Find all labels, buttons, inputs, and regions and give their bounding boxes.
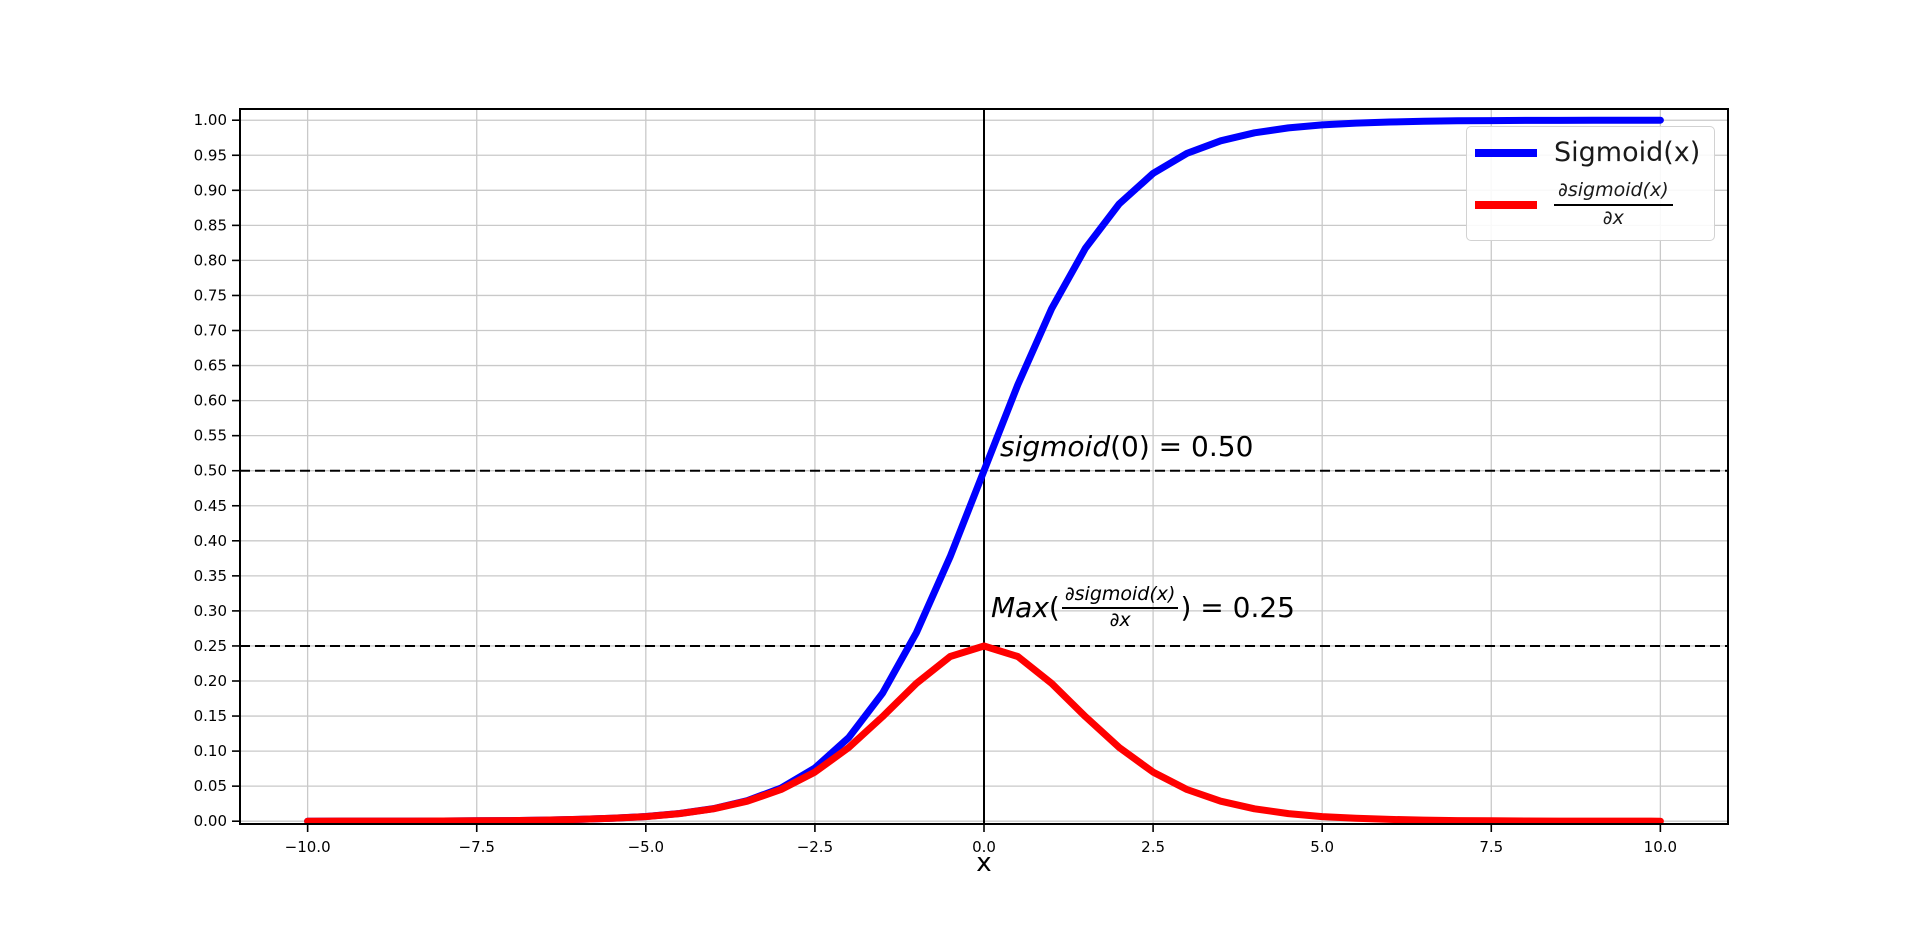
x-tick-label: 10.0 bbox=[1644, 838, 1677, 856]
annotation-open-paren: ( bbox=[1048, 591, 1060, 625]
x-tick-label: 0.0 bbox=[972, 838, 996, 856]
legend-label-sigmoid: Sigmoid(x) bbox=[1554, 137, 1701, 168]
annotation-derivative-fraction: ∂sigmoid(x) ∂x bbox=[1061, 583, 1179, 632]
annotation-fraction-denominator: ∂x bbox=[1109, 608, 1131, 631]
x-tick-label: −7.5 bbox=[459, 838, 495, 856]
legend-derivative-numerator: ∂sigmoid(x) bbox=[1554, 179, 1673, 206]
derivative-curve bbox=[304, 642, 1664, 825]
x-tick-label: −10.0 bbox=[285, 838, 331, 856]
annotation-fraction-numerator: ∂sigmoid(x) bbox=[1061, 583, 1179, 609]
x-tick-label: 7.5 bbox=[1479, 838, 1503, 856]
y-tick-label: 0.60 bbox=[194, 392, 227, 410]
annotation-max-prefix: Max bbox=[991, 591, 1049, 625]
plot-border bbox=[239, 108, 1729, 825]
legend-entry-derivative: ∂sigmoid(x) ∂x bbox=[1475, 179, 1700, 230]
y-tick-label: 1.00 bbox=[194, 111, 227, 129]
y-tick-label: 0.70 bbox=[194, 322, 227, 340]
y-tick-label: 0.85 bbox=[194, 216, 227, 234]
annotation-sigmoid-function-name: sigmoid bbox=[1000, 430, 1111, 463]
y-tick-label: 0.75 bbox=[194, 286, 227, 304]
y-tick-label: 0.40 bbox=[194, 532, 227, 550]
derivative-line-swatch bbox=[1475, 200, 1537, 209]
legend-entry-sigmoid: Sigmoid(x) bbox=[1475, 137, 1700, 168]
y-tick-label: 0.15 bbox=[194, 707, 227, 725]
y-tick-label: 0.25 bbox=[194, 637, 227, 655]
y-tick-label: 0.30 bbox=[194, 602, 227, 620]
y-tick-label: 0.20 bbox=[194, 672, 227, 690]
legend: Sigmoid(x) ∂sigmoid(x) ∂x bbox=[1466, 126, 1716, 241]
y-tick-label: 0.90 bbox=[194, 181, 227, 199]
y-tick-label: 0.45 bbox=[194, 497, 227, 515]
y-tick-label: 0.10 bbox=[194, 742, 227, 760]
annotation-max-value: ) = 0.25 bbox=[1180, 591, 1295, 625]
sigmoid-line-swatch bbox=[1475, 148, 1537, 157]
x-tick-label: −2.5 bbox=[797, 838, 833, 856]
y-tick-label: 0.05 bbox=[194, 777, 227, 795]
y-tick-label: 0.65 bbox=[194, 357, 227, 375]
x-tick-label: 5.0 bbox=[1310, 838, 1334, 856]
y-tick-label: 0.00 bbox=[194, 812, 227, 830]
y-tick-label: 0.95 bbox=[194, 146, 227, 164]
x-tick-label: −5.0 bbox=[628, 838, 664, 856]
x-axis-label: x bbox=[976, 848, 992, 878]
legend-derivative-denominator: ∂x bbox=[1602, 206, 1624, 229]
y-tick-label: 0.35 bbox=[194, 567, 227, 585]
y-tick-label: 0.80 bbox=[194, 251, 227, 269]
x-tick-label: 2.5 bbox=[1141, 838, 1165, 856]
annotation-sigmoid-at-zero: sigmoid (0) = 0.50 bbox=[1000, 430, 1253, 463]
legend-label-derivative: ∂sigmoid(x) ∂x bbox=[1554, 179, 1673, 230]
annotation-max-derivative: Max( ∂sigmoid(x) ∂x ) = 0.25 bbox=[991, 583, 1295, 632]
y-tick-label: 0.55 bbox=[194, 427, 227, 445]
annotation-sigmoid-value: (0) = 0.50 bbox=[1110, 430, 1254, 463]
y-tick-label: 0.50 bbox=[194, 462, 227, 480]
